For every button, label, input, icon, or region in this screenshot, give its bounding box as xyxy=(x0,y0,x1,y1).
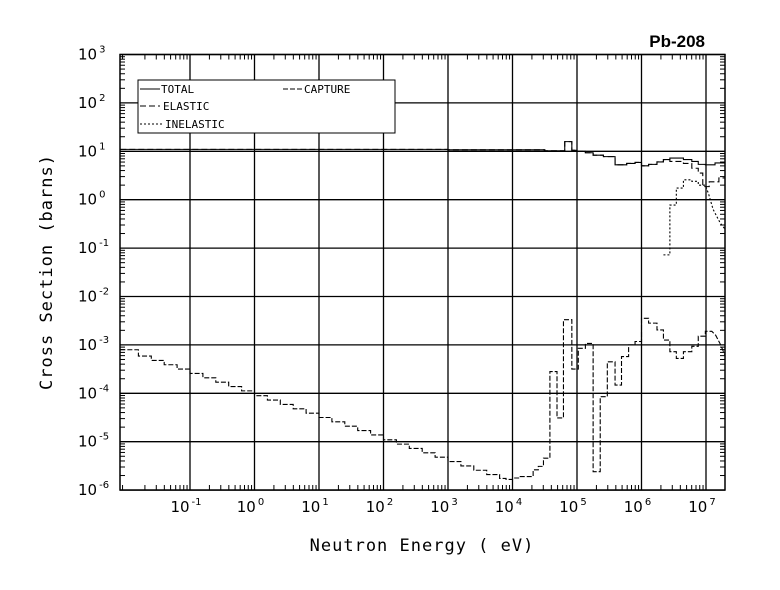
series-inelastic xyxy=(663,179,726,256)
series-capture xyxy=(120,317,726,481)
x-tick-label: 10 3 xyxy=(430,497,457,516)
legend: TOTAL ELASTIC INELASTIC CAPTURE xyxy=(137,79,396,134)
x-tick-label: 10 4 xyxy=(495,497,522,516)
series-total xyxy=(120,141,725,167)
y-tick-label: 10 -5 xyxy=(78,432,109,451)
y-tick-label: 10 -4 xyxy=(78,383,109,402)
x-tick-label: 10 0 xyxy=(237,497,264,516)
y-tick-label: 10 0 xyxy=(78,190,105,209)
x-tick-labels: 10 -1 10 0 10 1 10 2 10 3 10 4 10 5 10 6 10 7 xyxy=(170,497,715,516)
legend-label-elastic: ELASTIC xyxy=(163,100,209,113)
x-tick-label: 10 2 xyxy=(366,497,393,516)
y-tick-label: 10 -1 xyxy=(78,238,109,257)
x-tick-label: 10 6 xyxy=(624,497,651,516)
series-elastic xyxy=(120,141,725,188)
x-tick-label: 10 7 xyxy=(688,497,715,516)
y-tick-label: 10 3 xyxy=(78,45,105,64)
x-tick-label: 10 1 xyxy=(301,497,328,516)
legend-box xyxy=(137,79,396,134)
y-axis-title: Cross Section (barns) xyxy=(37,154,57,390)
minor-ticks xyxy=(120,54,725,490)
legend-label-inelastic: INELASTIC xyxy=(165,118,225,131)
y-tick-label: 10 -6 xyxy=(78,480,109,499)
plot-frame xyxy=(119,53,726,491)
y-tick-label: 10 1 xyxy=(78,141,105,160)
x-axis-title: Neutron Energy ( eV) xyxy=(310,536,535,556)
legend-label-total: TOTAL xyxy=(161,83,194,96)
chart-title: Pb-208 xyxy=(649,32,705,51)
x-tick-label: 10 -1 xyxy=(170,497,201,516)
x-tick-label: 10 5 xyxy=(559,497,586,516)
legend-label-capture: CAPTURE xyxy=(304,83,350,96)
data-series xyxy=(120,141,726,481)
y-tick-label: 10 2 xyxy=(78,93,105,112)
y-tick-label: 10 -2 xyxy=(78,287,109,306)
y-tick-label: 10 -3 xyxy=(78,335,109,354)
